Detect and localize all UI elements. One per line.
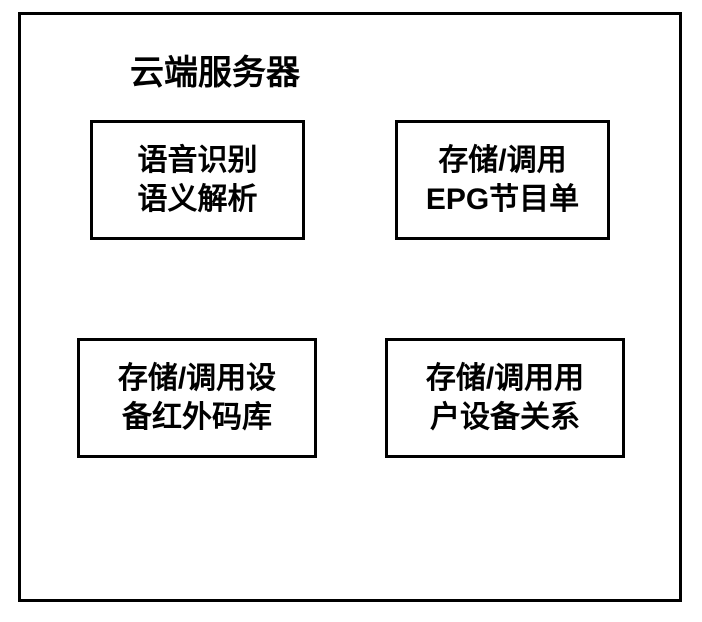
epg-storage-box: 存储/调用 EPG节目单 xyxy=(395,120,610,240)
voice-recognition-box: 语音识别 语义解析 xyxy=(90,120,305,240)
ir-code-storage-text: 存储/调用设 备红外码库 xyxy=(118,359,276,437)
cloud-server-container xyxy=(18,12,682,602)
user-device-storage-box: 存储/调用用 户设备关系 xyxy=(385,338,625,458)
diagram-title: 云端服务器 xyxy=(130,45,300,94)
epg-storage-text: 存储/调用 EPG节目单 xyxy=(426,141,579,219)
voice-recognition-text: 语音识别 语义解析 xyxy=(138,141,258,219)
user-device-storage-text: 存储/调用用 户设备关系 xyxy=(426,359,584,437)
ir-code-storage-box: 存储/调用设 备红外码库 xyxy=(77,338,317,458)
